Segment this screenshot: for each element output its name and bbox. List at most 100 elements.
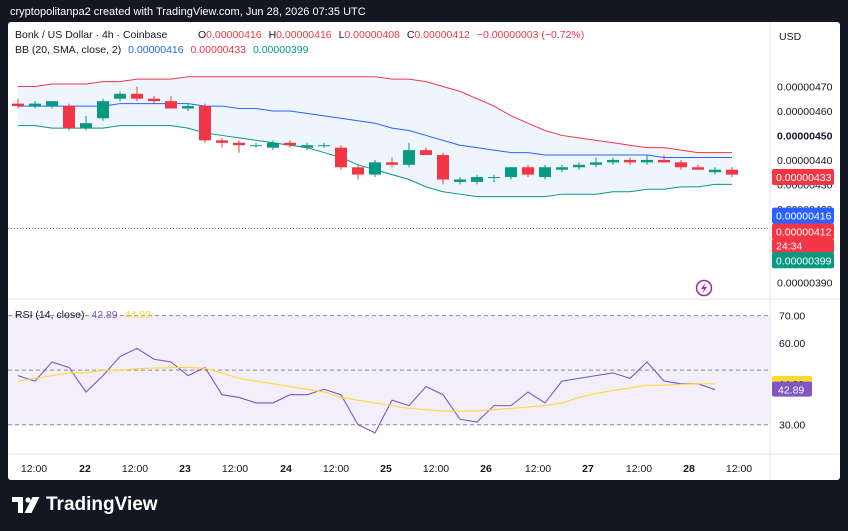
rsi-tick-label: 70.00: [779, 311, 805, 323]
candle-body: [556, 167, 568, 170]
rsi-ma-line: [17, 366, 716, 412]
candle-body: [131, 93, 143, 99]
legend-ohlc: O0.00000416 H0.00000416 L0.00000408 C0.0…: [198, 29, 584, 41]
legend-symbol: Bonk / US Dollar · 4h · Coinbase: [15, 29, 167, 41]
time-tick-label: 12:00: [222, 463, 248, 475]
time-tick-label: 12:00: [626, 463, 652, 475]
legend-low: 0.00000408: [344, 29, 400, 41]
tradingview-wordmark: TradingView: [46, 494, 158, 515]
candle-body: [658, 159, 670, 163]
legend-h-label: H: [269, 29, 277, 41]
candle-body: [46, 101, 58, 107]
candle-body: [607, 159, 619, 163]
candle-body: [267, 142, 279, 148]
candle-body: [63, 106, 75, 129]
candle-body: [522, 167, 534, 175]
legend-bb-lower: 0.00000399: [253, 44, 309, 56]
candle-body: [590, 162, 602, 165]
bb-basis-price-label-bg: [772, 207, 834, 224]
legend-close: 0.00000412: [414, 29, 470, 41]
candle-body: [97, 101, 109, 119]
time-tick-label: 24: [280, 463, 292, 475]
price-tick-label: 0.00000470: [777, 81, 833, 93]
legend-rsi-ma: 44.99: [125, 309, 151, 321]
currency-label: USD: [779, 31, 802, 43]
tradingview-logo: TradingView: [12, 494, 158, 516]
legend-bb-basis: 0.00000416: [128, 44, 184, 56]
legend-rsi-value: 42.89: [91, 309, 117, 321]
countdown-bg: [772, 239, 834, 253]
rsi-price-label-bg: [772, 381, 812, 397]
candle-body: [624, 159, 636, 163]
candle-body: [403, 150, 415, 165]
candle-body: [437, 155, 449, 180]
legend-l-label: L: [339, 29, 345, 41]
rsi-price-label: 42.89: [778, 385, 804, 397]
candle-body: [233, 142, 245, 146]
candle-body: [471, 177, 483, 182]
time-tick-label: 28: [683, 463, 695, 475]
legend: Bonk / US Dollar · 4h · Coinbase O0.0000…: [15, 29, 802, 321]
candle-body: [301, 145, 313, 148]
bb-fill: [18, 76, 732, 197]
time-tick-label: 12:00: [726, 463, 752, 475]
legend-c-label: C: [407, 29, 415, 41]
candle-body: [335, 147, 347, 168]
time-tick-label: 27: [582, 463, 594, 475]
time-tick-label: 26: [480, 463, 492, 475]
bb-lower-price-label-bg: [772, 252, 834, 269]
legend-o-label: O: [198, 29, 206, 41]
time-tick-label: 12:00: [21, 463, 47, 475]
candle-body: [454, 179, 466, 182]
candle-body: [182, 106, 194, 109]
candle-body: [216, 140, 228, 143]
rsi-tick-label: 30.00: [779, 420, 805, 432]
candle-body: [12, 103, 24, 107]
rsi-tick-label: 60.00: [779, 338, 805, 350]
candle-body: [165, 101, 177, 109]
legend-bb-label: BB (20, SMA, close, 2): [15, 44, 121, 56]
price-axis: 0.00000470 0.00000460 0.00000450 0.00000440…: [772, 81, 834, 289]
last-price-label-bg: [772, 223, 834, 240]
candle-body: [573, 164, 585, 168]
legend-change: −0.00000003 (−0.72%): [477, 29, 584, 41]
countdown-label: 24:34: [776, 240, 802, 252]
candle-body: [369, 162, 381, 175]
candle-body: [386, 162, 398, 165]
legend-rsi: RSI (14, close) 42.89 44.99: [15, 309, 151, 321]
candle-body: [505, 167, 517, 178]
candle-body: [692, 167, 704, 170]
candle-body: [199, 106, 211, 141]
legend-open: 0.00000416: [206, 29, 262, 41]
price-tick-label: 0.00000440: [777, 155, 833, 167]
time-tick-label: 12:00: [423, 463, 449, 475]
candle-body: [148, 98, 160, 102]
candle-body: [318, 145, 330, 147]
candle-body: [352, 167, 364, 175]
time-tick-label: 22: [79, 463, 91, 475]
price-tick-label: 0.00000460: [777, 106, 833, 118]
time-tick-label: 12:00: [323, 463, 349, 475]
tradingview-logo-icon: [12, 497, 40, 513]
legend-high: 0.00000416: [276, 29, 332, 41]
price-tick-label: 0.00000450: [777, 130, 833, 142]
candle-body: [284, 142, 296, 146]
bb-upper-line: [18, 76, 732, 154]
legend-bb-upper: 0.00000433: [191, 44, 247, 56]
lightning-icon[interactable]: [695, 279, 713, 297]
bb-basis-price-label: 0.00000416: [776, 211, 832, 223]
bb-lower-price-label: 0.00000399: [776, 255, 832, 267]
candle-body: [488, 177, 500, 179]
time-tick-label: 25: [380, 463, 392, 475]
rsi-rsi-line: [17, 347, 716, 434]
rsi-area: 70.00 60.00 30.00 44.99 42.89: [8, 311, 812, 434]
time-axis: 12:00 22 12:00 23 12:00 24 12:00 25 12:00 26 12:00…: [21, 463, 752, 475]
price-area: [8, 76, 770, 229]
legend-bb: BB (20, SMA, close, 2) 0.00000416 0.0000…: [15, 44, 309, 56]
chart-panel: 0.00000470 0.00000460 0.00000450 0.00000440…: [8, 22, 840, 480]
time-tick-label: 12:00: [122, 463, 148, 475]
time-tick-label: 12:00: [525, 463, 551, 475]
chart-svg: 0.00000470 0.00000460 0.00000450 0.00000440…: [8, 22, 840, 480]
candle-body: [114, 93, 126, 99]
last-price-label: 0.00000412: [776, 226, 832, 238]
